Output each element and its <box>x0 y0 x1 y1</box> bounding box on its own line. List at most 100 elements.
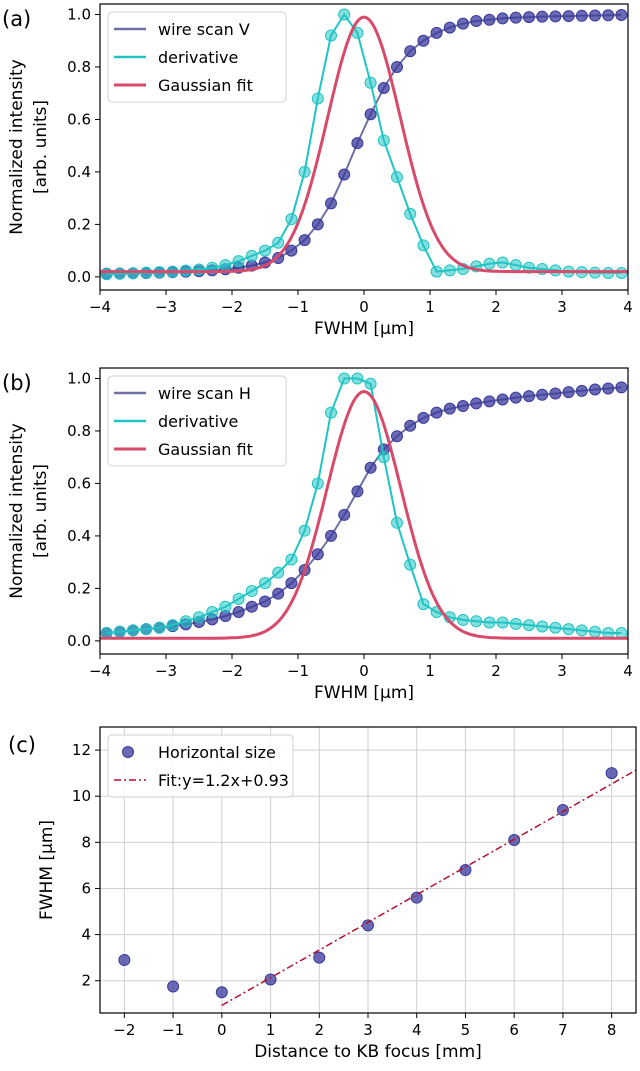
derivative-point <box>245 585 258 598</box>
derivative-point <box>404 207 417 220</box>
wire-scan-v-point <box>523 11 535 24</box>
horizontal-size-point <box>264 973 277 986</box>
derivative-point <box>219 259 232 272</box>
derivative-point <box>364 377 377 390</box>
x-tick-label: 3 <box>557 662 567 680</box>
x-tick-label: 0 <box>217 1021 227 1039</box>
derivative-point <box>470 615 483 628</box>
derivative-point <box>364 76 377 89</box>
wire-scan-h-point <box>496 393 509 406</box>
x-tick-label: 8 <box>607 1021 617 1039</box>
y-tick-label: 12 <box>72 741 91 759</box>
derivative-point <box>232 592 245 605</box>
x-tick-label: 3 <box>363 1021 373 1039</box>
wire-scan-h-point <box>245 600 258 613</box>
derivative-point <box>523 619 535 632</box>
horizontal-size-point <box>215 986 228 999</box>
x-axis-label: FWHM [µm] <box>314 683 414 703</box>
y-tick-label: 6 <box>81 879 91 897</box>
derivative-point <box>391 171 403 184</box>
x-axis-label: FWHM [µm] <box>314 319 414 339</box>
derivative-point <box>127 624 139 637</box>
derivative-point <box>298 165 311 178</box>
legend-label: wire scan V <box>158 20 250 39</box>
x-tick-label: −1 <box>162 1021 184 1039</box>
plot-data <box>100 8 628 281</box>
wire-scan-h-point <box>602 382 615 395</box>
derivative-point <box>272 566 285 579</box>
wire-scan-v-point <box>391 60 403 73</box>
derivative-point <box>193 611 205 624</box>
x-tick-label: 0 <box>359 298 369 316</box>
wire-scan-h-point <box>523 390 535 403</box>
wire-scan-v-point <box>351 137 364 150</box>
y-tick-label: 10 <box>72 787 91 805</box>
derivative-point <box>127 267 139 280</box>
wire-scan-h-point <box>338 508 351 521</box>
y-axis-label-line-1: Normalized intensity <box>7 423 27 599</box>
x-tick-label: −4 <box>89 298 111 316</box>
legend-marker <box>122 746 134 758</box>
y-axis-label-line-2: [arb. units] <box>31 100 51 194</box>
derivative-point <box>219 600 232 613</box>
y-tick-label: 0.6 <box>67 474 91 492</box>
wire-scan-v-point <box>364 108 377 121</box>
y-axis-label: Normalized intensity [arb. units] <box>7 59 51 235</box>
horizontal-size-point <box>118 953 131 966</box>
derivative-point <box>338 372 351 385</box>
wire-scan-h-point <box>285 577 298 590</box>
wire-scan-h-point <box>391 430 403 443</box>
wire-scan-h-point <box>272 587 285 600</box>
derivative-point <box>193 263 205 276</box>
wire-scan-h-line <box>106 386 622 634</box>
derivative-point <box>496 616 509 629</box>
legend-label: derivative <box>158 48 238 67</box>
x-tick-label: 2 <box>491 298 501 316</box>
legend-label: Horizontal size <box>158 743 276 762</box>
derivative-point <box>575 624 588 637</box>
wire-scan-h-point <box>417 411 430 424</box>
derivative-point <box>245 249 258 262</box>
panel-b: −4 −3 −2 −1 0 1 2 3 4 0.0 0.2 0.4 0.6 0.8 1.0 FWHM [µm]… <box>2 367 633 703</box>
panel-label: (b) <box>2 371 32 395</box>
wire-scan-v-point <box>615 9 628 22</box>
derivative-point <box>325 29 337 42</box>
legend-label: wire scan H <box>158 384 251 403</box>
x-tick-label: 5 <box>461 1021 471 1039</box>
wire-scan-h-point <box>430 406 443 419</box>
derivative-point <box>285 213 298 226</box>
x-tick-label: −2 <box>221 298 243 316</box>
derivative-point <box>206 606 219 619</box>
legend-box <box>107 734 294 798</box>
wire-scan-h-point <box>575 384 588 397</box>
x-tick-label: 4 <box>412 1021 422 1039</box>
x-tick-label: −2 <box>221 662 243 680</box>
derivative-point <box>325 406 337 419</box>
derivative-point <box>496 256 509 269</box>
wire-scan-v-point <box>338 168 351 181</box>
derivative-point <box>351 372 364 385</box>
wire-scan-h-point <box>562 386 575 399</box>
wire-scan-h-point <box>589 383 601 396</box>
legend-label: derivative <box>158 412 238 431</box>
derivative-point <box>549 621 562 634</box>
wire-scan-v-point <box>483 13 496 26</box>
wire-scan-v-point <box>404 45 417 58</box>
wire-scan-v-point <box>325 197 337 210</box>
x-tick-label: 2 <box>314 1021 324 1039</box>
y-tick-label: 2 <box>81 972 91 990</box>
y-tick-label: 1.0 <box>67 369 91 387</box>
gaussian-fit-line <box>100 390 628 640</box>
wire-scan-h-point <box>404 419 417 432</box>
y-tick-label: 0.2 <box>67 579 91 597</box>
wire-scan-v-point <box>430 26 443 39</box>
derivative-point <box>509 259 522 272</box>
y-tick-label: 0.8 <box>67 422 91 440</box>
x-tick-label: 1 <box>425 662 435 680</box>
derivative-point <box>166 619 179 632</box>
wire-scan-v-point <box>377 81 390 94</box>
derivative-point <box>391 516 403 529</box>
derivative-point <box>457 613 469 626</box>
